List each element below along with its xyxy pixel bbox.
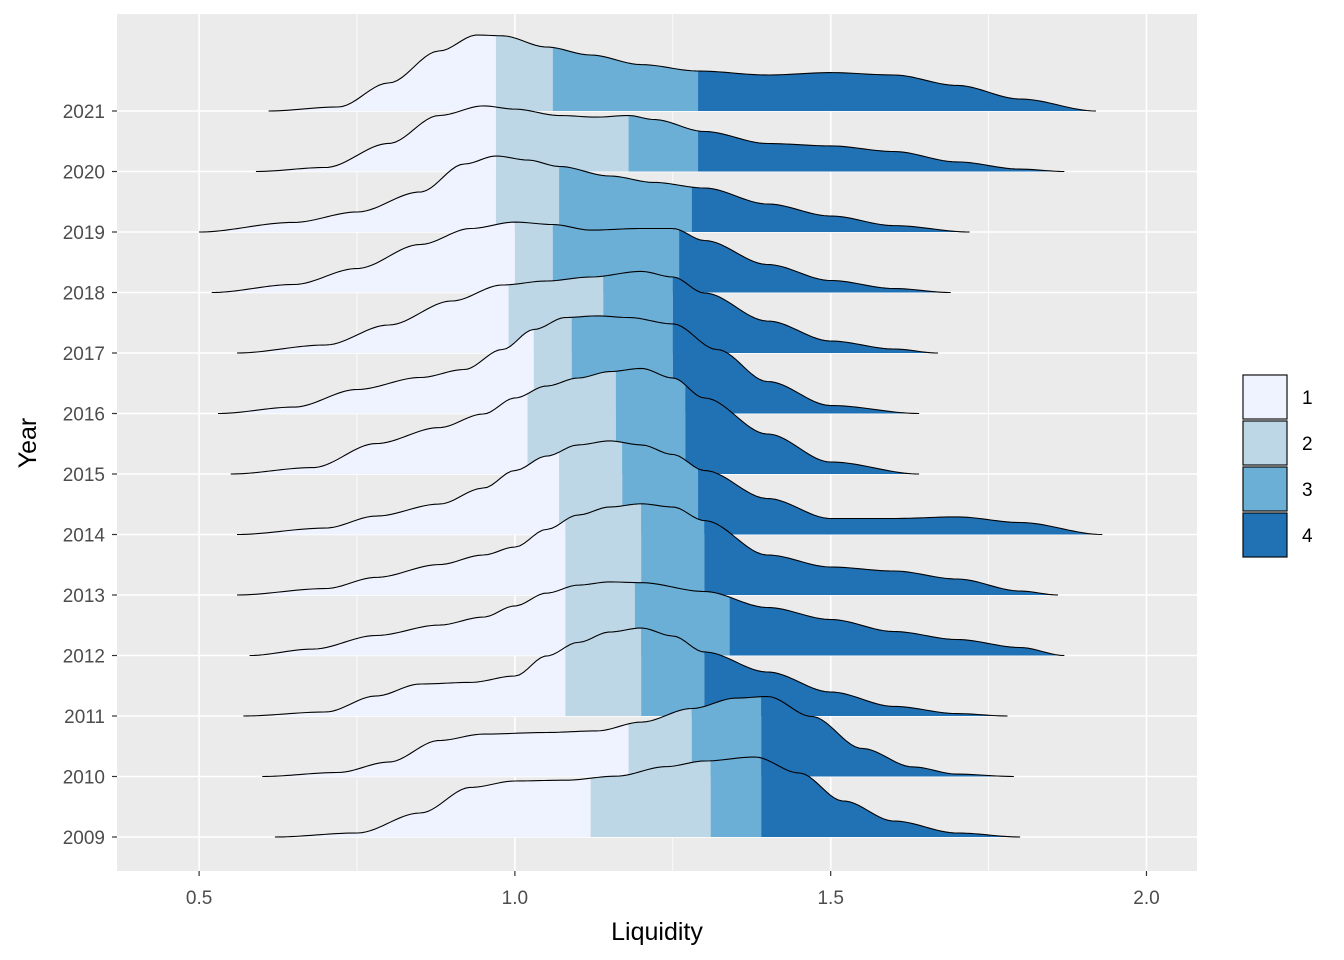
ridge-2015-outline: [230, 367, 920, 475]
ridge-2011-outline: [243, 627, 1008, 717]
y-tick-label: 2016: [63, 405, 105, 426]
ridge-2011-quartile-3: [641, 628, 705, 716]
ridge-2009-quartile-3: [710, 757, 762, 837]
ridge-2010-quartile-4: [761, 696, 1014, 777]
y-tick-label: 2019: [63, 223, 105, 244]
x-axis-title: Liquidity: [611, 918, 703, 946]
y-tick-label: 2015: [63, 465, 105, 486]
ridge-2010: [262, 695, 1014, 778]
legend-label-4: 4: [1302, 526, 1313, 547]
legend-key-2: [1242, 420, 1288, 466]
y-tick-label: 2018: [63, 284, 105, 305]
y-tick-label: 2013: [63, 586, 105, 607]
ridge-2010-outline: [262, 695, 1014, 778]
ridge-2019-quartile-1: [199, 156, 496, 232]
ridge-2012-quartile-1: [249, 587, 566, 656]
ridge-2018-outline: [211, 221, 951, 294]
ridge-2012-outline: [249, 581, 1065, 657]
ridge-2019-quartile-2: [495, 156, 560, 232]
ridge-2013-quartile-4: [704, 520, 1059, 595]
ridge-2020-quartile-3: [628, 115, 699, 172]
ridge-2020-quartile-1: [255, 105, 496, 172]
ridge-2021-quartile-3: [552, 47, 699, 111]
legend-label-1: 1: [1302, 388, 1313, 409]
ridge-2010-quartile-2: [628, 708, 692, 777]
ridge-2013-quartile-1: [237, 520, 566, 595]
ridge-2013: [236, 503, 1059, 596]
legend-label-3: 3: [1302, 480, 1313, 501]
x-tick-label: 2.0: [1133, 888, 1159, 909]
y-axis-ticks: 2009 2010 2011 2012 2013 2014 2015 2016 2017 2018…: [63, 102, 117, 849]
x-tick-label: 0.5: [186, 888, 212, 909]
x-axis-ticks: 0.5 1.0 1.5 2.0: [186, 871, 1160, 909]
ridge-2012-quartile-4: [729, 597, 1065, 656]
ridge-2013-outline: [236, 503, 1059, 596]
ridge-2018-quartile-2: [514, 222, 553, 293]
ridge-2020: [255, 105, 1065, 173]
ridge-2015-quartile-4: [685, 385, 920, 474]
ridge-2017-quartile-4: [672, 277, 939, 353]
y-tick-label: 2011: [64, 707, 105, 728]
ridge-2021-quartile-4: [698, 71, 1096, 111]
x-tick-label: 1.5: [817, 888, 843, 909]
ridge-2011-quartile-1: [243, 647, 566, 716]
ridge-2020-quartile-2: [495, 107, 629, 172]
ridge-2019-quartile-4: [691, 187, 970, 232]
ridge-2021-quartile-2: [495, 35, 553, 111]
x-tick-label: 1.0: [502, 888, 528, 909]
y-tick-label: 2014: [63, 526, 106, 547]
ridge-2014-quartile-1: [237, 452, 560, 535]
ridge-2009: [274, 756, 1021, 838]
legend-key-3: [1242, 466, 1288, 512]
ridge-2010-quartile-1: [262, 723, 629, 777]
legend-label-2: 2: [1302, 434, 1313, 455]
y-axis-title: Year: [14, 418, 42, 469]
ridge-2009-quartile-2: [590, 760, 711, 837]
y-tick-label: 2017: [63, 344, 105, 365]
y-tick-label: 2020: [63, 163, 105, 184]
ridge-2013-quartile-2: [565, 503, 642, 595]
ridge-2019-outline: [199, 155, 970, 233]
y-tick-label: 2010: [63, 768, 105, 789]
ridge-2009-quartile-4: [761, 757, 1021, 837]
ridge-2010-quartile-3: [691, 696, 762, 777]
ridges: [199, 34, 1103, 838]
ridge-2014-quartile-4: [698, 468, 1103, 535]
legend-key-1: [1242, 374, 1288, 420]
ridge-2013-quartile-3: [641, 503, 705, 595]
ridge-2020-outline: [255, 105, 1065, 173]
ridge-2018: [211, 221, 951, 294]
ridge-2016-quartile-1: [218, 329, 534, 414]
ridge-2009-outline: [274, 756, 1021, 838]
ridge-2019: [199, 155, 970, 233]
ridge-2021-outline: [268, 34, 1096, 112]
ridge-2017-outline: [236, 270, 939, 354]
legend-key-4: [1242, 512, 1288, 558]
ridge-2016-outline: [218, 315, 920, 415]
ridge-2011-quartile-2: [565, 628, 642, 716]
y-tick-label: 2009: [63, 828, 105, 849]
ridge-2009-quartile-1: [274, 778, 591, 837]
ridge-2016-quartile-4: [672, 323, 920, 414]
y-tick-label: 2012: [63, 647, 105, 668]
ridge-2017-quartile-1: [237, 284, 509, 353]
ridge-2021: [268, 34, 1096, 112]
ridge-2015-quartile-1: [230, 393, 528, 474]
ridge-2014-outline: [236, 440, 1103, 536]
ridge-2021-quartile-1: [268, 35, 496, 111]
legend: 1 2 3 4: [1242, 374, 1313, 558]
ridge-2018-quartile-4: [679, 229, 951, 293]
y-tick-label: 2021: [63, 102, 105, 123]
